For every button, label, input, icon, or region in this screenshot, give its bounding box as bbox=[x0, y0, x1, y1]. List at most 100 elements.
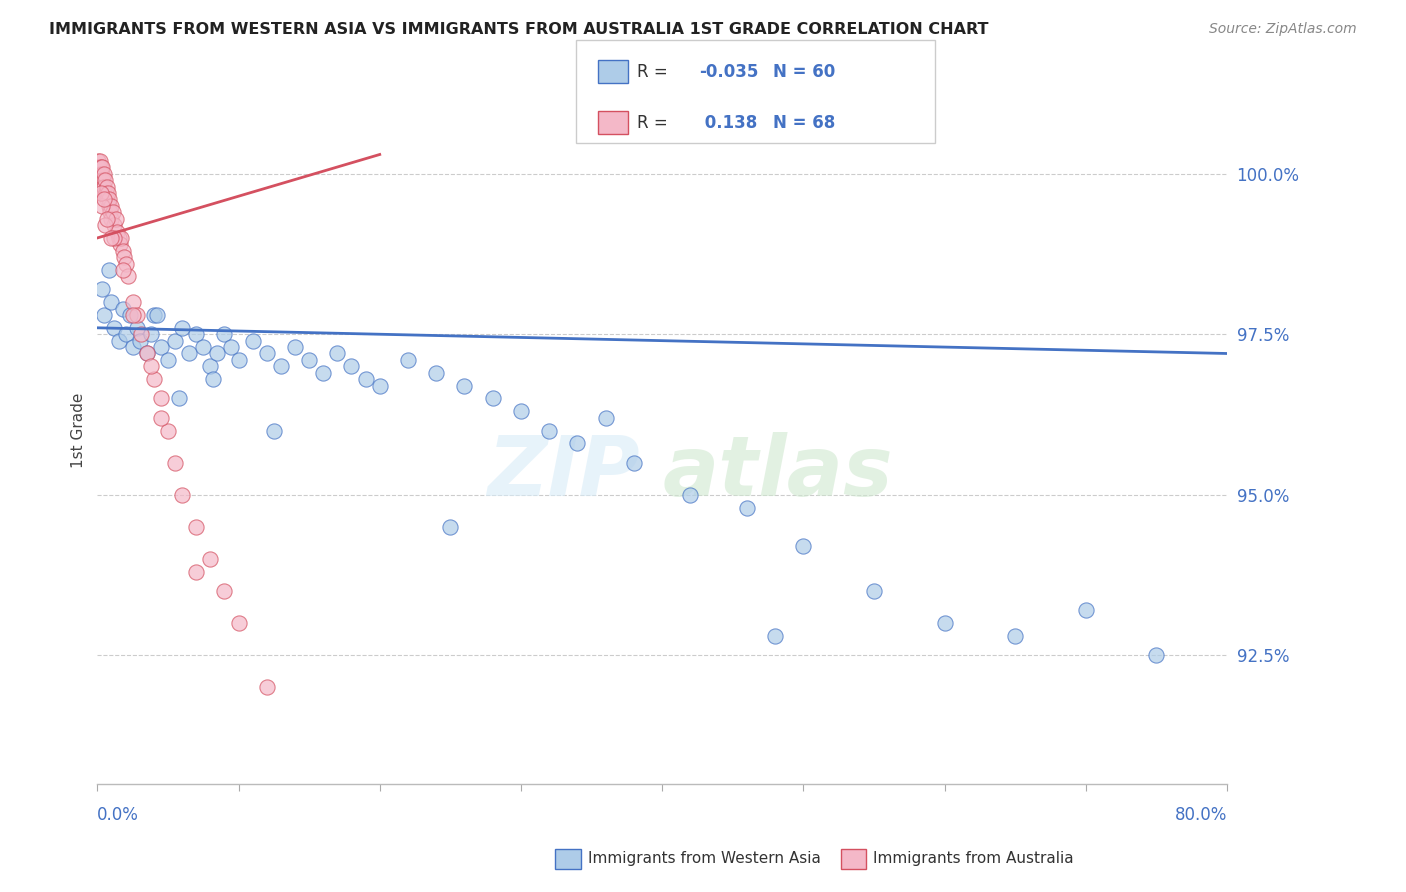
Point bbox=[156, 352, 179, 367]
Point bbox=[98, 205, 121, 219]
Point bbox=[90, 173, 112, 187]
Point bbox=[121, 308, 143, 322]
Point bbox=[90, 161, 112, 175]
Point bbox=[179, 346, 201, 360]
Point bbox=[105, 225, 128, 239]
Point bbox=[207, 346, 229, 360]
Point bbox=[93, 193, 115, 207]
Point bbox=[96, 193, 118, 207]
Point bbox=[186, 565, 208, 579]
Point bbox=[93, 186, 115, 200]
Point bbox=[792, 539, 814, 553]
Point bbox=[114, 327, 136, 342]
Point bbox=[87, 167, 110, 181]
Text: -0.035: -0.035 bbox=[699, 63, 758, 81]
Point bbox=[170, 321, 193, 335]
Point bbox=[312, 366, 335, 380]
Point bbox=[595, 410, 617, 425]
Point bbox=[96, 211, 118, 226]
Point bbox=[167, 392, 190, 406]
Y-axis label: 1st Grade: 1st Grade bbox=[72, 392, 86, 468]
Text: 80.0%: 80.0% bbox=[1174, 806, 1227, 824]
Point bbox=[538, 424, 561, 438]
Point bbox=[121, 295, 143, 310]
Point bbox=[623, 456, 645, 470]
Point bbox=[103, 231, 125, 245]
Point bbox=[186, 520, 208, 534]
Point bbox=[97, 199, 120, 213]
Point bbox=[863, 584, 886, 599]
Point bbox=[87, 179, 110, 194]
Point bbox=[439, 520, 461, 534]
Point bbox=[128, 334, 150, 348]
Point bbox=[284, 340, 307, 354]
Text: Immigrants from Western Asia: Immigrants from Western Asia bbox=[588, 851, 821, 865]
Point bbox=[200, 552, 222, 566]
Point bbox=[111, 244, 134, 258]
Point bbox=[368, 378, 391, 392]
Text: 0.0%: 0.0% bbox=[97, 806, 139, 824]
Point bbox=[91, 161, 114, 175]
Point bbox=[510, 404, 533, 418]
Text: N = 60: N = 60 bbox=[773, 63, 835, 81]
Text: 0.138: 0.138 bbox=[699, 114, 756, 132]
Point bbox=[156, 424, 179, 438]
Point bbox=[1004, 629, 1026, 643]
Point bbox=[98, 193, 121, 207]
Point bbox=[135, 346, 157, 360]
Text: atlas: atlas bbox=[662, 433, 893, 514]
Point bbox=[89, 173, 111, 187]
Point bbox=[97, 263, 120, 277]
Point bbox=[149, 340, 172, 354]
Point bbox=[111, 263, 134, 277]
Point bbox=[91, 173, 114, 187]
Text: IMMIGRANTS FROM WESTERN ASIA VS IMMIGRANTS FROM AUSTRALIA 1ST GRADE CORRELATION : IMMIGRANTS FROM WESTERN ASIA VS IMMIGRAN… bbox=[49, 22, 988, 37]
Point bbox=[735, 500, 758, 515]
Point bbox=[1074, 603, 1097, 617]
Point bbox=[145, 308, 167, 322]
Point bbox=[90, 179, 112, 194]
Point bbox=[91, 179, 114, 194]
Point bbox=[163, 334, 186, 348]
Point bbox=[103, 321, 125, 335]
Point bbox=[100, 211, 122, 226]
Point bbox=[193, 340, 215, 354]
Point bbox=[89, 167, 111, 181]
Point bbox=[100, 295, 122, 310]
Point bbox=[763, 629, 786, 643]
Point bbox=[186, 327, 208, 342]
Point bbox=[103, 218, 125, 232]
Point bbox=[97, 186, 120, 200]
Point bbox=[121, 340, 143, 354]
Point bbox=[139, 327, 162, 342]
Point bbox=[453, 378, 475, 392]
Point bbox=[93, 308, 115, 322]
Point bbox=[89, 186, 111, 200]
Point bbox=[87, 153, 110, 168]
Point bbox=[256, 346, 278, 360]
Point bbox=[90, 282, 112, 296]
Point bbox=[90, 179, 112, 194]
Point bbox=[111, 301, 134, 316]
Point bbox=[270, 359, 292, 374]
Point bbox=[108, 237, 131, 252]
Text: R =: R = bbox=[637, 114, 668, 132]
Point bbox=[107, 231, 129, 245]
Point bbox=[107, 334, 129, 348]
Point bbox=[425, 366, 447, 380]
Point bbox=[214, 327, 236, 342]
Point bbox=[94, 173, 117, 187]
Point bbox=[170, 488, 193, 502]
Point bbox=[96, 179, 118, 194]
Point bbox=[89, 153, 111, 168]
Point bbox=[228, 352, 250, 367]
Point bbox=[94, 186, 117, 200]
Point bbox=[263, 424, 285, 438]
Point bbox=[326, 346, 349, 360]
Point bbox=[118, 308, 141, 322]
Point bbox=[93, 179, 115, 194]
Text: ZIP: ZIP bbox=[486, 433, 640, 514]
Point bbox=[256, 681, 278, 695]
Point bbox=[125, 308, 148, 322]
Point bbox=[93, 167, 115, 181]
